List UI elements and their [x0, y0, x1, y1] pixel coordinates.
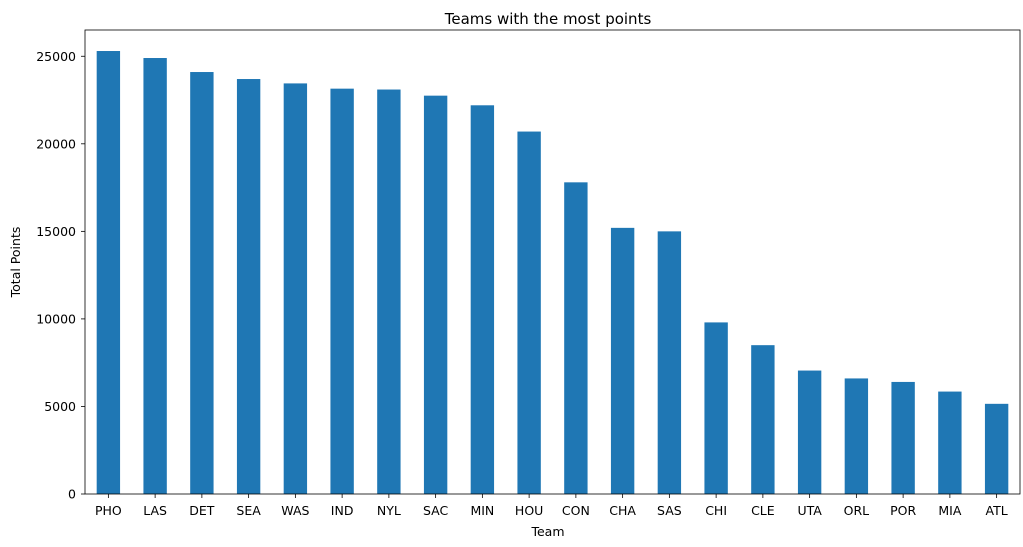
x-tick-label: LAS	[143, 503, 167, 518]
y-tick-label: 20000	[36, 136, 76, 151]
x-tick-label: PHO	[95, 503, 122, 518]
x-tick-label: HOU	[515, 503, 543, 518]
x-tick-label: CON	[562, 503, 590, 518]
bar-sea	[236, 79, 261, 494]
bar-nyl	[377, 89, 401, 494]
y-axis-label: Total Points	[8, 227, 23, 299]
y-tick-label: 15000	[36, 224, 76, 239]
bar-min	[470, 105, 495, 495]
y-axis-ticks: 0 5000 10000 15000 20000 25000	[36, 49, 85, 502]
bar-uta	[797, 370, 822, 494]
bar-cha	[610, 227, 635, 494]
plot-frame	[84, 29, 1021, 495]
x-tick-label: WAS	[281, 503, 309, 518]
x-tick-label: ORL	[844, 503, 870, 518]
x-tick-label: SAS	[657, 503, 682, 518]
x-tick-label: POR	[890, 503, 916, 518]
x-tick-label: SEA	[236, 503, 261, 518]
bar-was	[283, 83, 308, 494]
y-tick-label: 10000	[36, 311, 76, 326]
x-tick-label: UTA	[797, 503, 822, 518]
bar-atl	[984, 403, 1009, 494]
x-tick-label: MIA	[938, 503, 961, 518]
bar-cle	[751, 345, 775, 494]
bar-ind	[330, 88, 354, 494]
bar-hou	[517, 131, 541, 494]
chart-title: Teams with the most points	[444, 10, 652, 28]
bar-mia	[938, 391, 962, 494]
x-tick-label: CHI	[705, 503, 727, 518]
x-tick-label: IND	[331, 503, 354, 518]
x-tick-label: ATL	[986, 503, 1008, 518]
x-tick-label: SAC	[423, 503, 448, 518]
x-tick-label: CHA	[609, 503, 636, 518]
x-tick-label: DET	[189, 503, 215, 518]
x-tick-label: NYL	[377, 503, 401, 518]
bar-sac	[423, 95, 448, 495]
y-tick-label: 5000	[44, 399, 76, 414]
bar-sas	[657, 231, 682, 494]
x-tick-label: MIN	[470, 503, 494, 518]
x-tick-label: CLE	[751, 503, 775, 518]
bar-pho	[96, 51, 121, 494]
bar-chi	[704, 322, 728, 494]
y-tick-label: 25000	[36, 49, 76, 64]
bar-con	[564, 182, 588, 494]
x-axis-label: Team	[530, 524, 564, 539]
bar-orl	[844, 378, 869, 494]
x-axis-ticks: PHO LAS DET SEA WAS IND NYL SAC MIN HOU CON CHA SAS C…	[95, 494, 1008, 518]
y-tick-label: 0	[68, 487, 76, 502]
bars-group	[96, 51, 1009, 495]
bar-las	[143, 58, 167, 494]
bar-por	[891, 381, 915, 494]
bar-det	[190, 72, 214, 494]
